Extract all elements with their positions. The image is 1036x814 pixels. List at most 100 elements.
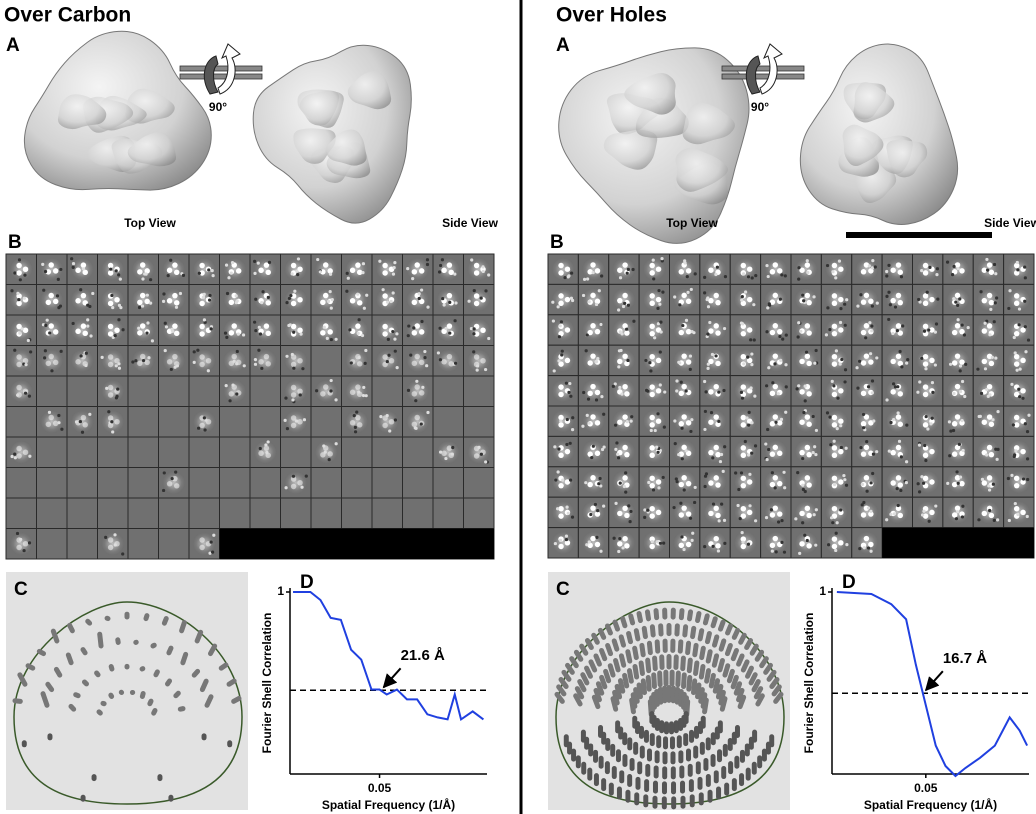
- view-count: [99, 712, 100, 713]
- noise: [297, 257, 300, 260]
- particle-lobe: [447, 354, 452, 359]
- particle-lobe: [81, 293, 86, 298]
- view-count: [636, 631, 638, 639]
- noise: [334, 338, 337, 341]
- class-cell: [128, 529, 159, 560]
- noise: [870, 481, 873, 484]
- noise: [741, 531, 744, 534]
- noise: [754, 444, 757, 447]
- view-count: [111, 695, 112, 696]
- noise: [771, 471, 774, 474]
- particle-lobe: [832, 324, 837, 329]
- page-body: {"panels": [ {"title": "Over Carbon", "p…: [0, 0, 1036, 814]
- noise: [765, 458, 768, 461]
- class-average: [643, 440, 666, 463]
- noise: [691, 539, 694, 542]
- class-cell: [464, 407, 495, 438]
- noise: [453, 273, 456, 276]
- noise: [207, 268, 210, 271]
- class-average: [734, 318, 757, 341]
- noise: [931, 381, 934, 384]
- particle-lobe: [656, 479, 661, 484]
- particle-lobe: [167, 481, 172, 486]
- noise: [362, 394, 365, 397]
- noise: [764, 442, 767, 445]
- view-count: [610, 666, 613, 675]
- particle-lobe: [987, 414, 992, 419]
- noise: [196, 349, 199, 352]
- noise: [571, 428, 574, 431]
- noise: [691, 532, 694, 535]
- particle-lobe: [350, 298, 355, 303]
- noise: [253, 272, 256, 275]
- noise: [1014, 351, 1017, 354]
- noise: [202, 296, 205, 299]
- particle-lobe: [48, 262, 53, 267]
- noise: [771, 550, 774, 553]
- angular-panel-bg: [6, 572, 248, 810]
- noise: [394, 418, 397, 421]
- noise: [618, 386, 621, 389]
- particle-lobe: [713, 506, 718, 511]
- particle-lobe: [108, 392, 113, 397]
- noise: [1017, 323, 1020, 326]
- particle-lobe: [929, 449, 934, 454]
- noise: [260, 367, 263, 370]
- particle-lobe: [679, 543, 684, 548]
- noise: [993, 519, 996, 522]
- particle-lobe: [137, 269, 142, 274]
- noise: [86, 325, 89, 328]
- noise: [918, 444, 921, 447]
- particle-lobe: [558, 392, 563, 397]
- particle-lobe: [679, 421, 684, 426]
- class-average: [612, 318, 635, 341]
- noise: [288, 297, 291, 300]
- noise: [347, 277, 350, 280]
- noise: [711, 353, 714, 356]
- particle-lobe: [923, 361, 928, 366]
- particle-lobe: [952, 451, 957, 456]
- class-cell: [159, 376, 190, 407]
- noise: [141, 277, 144, 280]
- noise: [869, 550, 872, 553]
- particle-lobe: [565, 266, 570, 271]
- particle-lobe: [890, 359, 895, 364]
- view-count: [722, 699, 725, 710]
- noise: [734, 471, 737, 474]
- noise: [920, 475, 923, 478]
- noise: [170, 368, 173, 371]
- noise: [286, 427, 289, 430]
- noise: [686, 275, 689, 278]
- noise: [1016, 369, 1019, 372]
- view-count: [728, 626, 731, 633]
- class-average: [345, 380, 368, 403]
- particle-lobe: [355, 415, 360, 420]
- noise: [583, 278, 586, 281]
- class-cell: [342, 437, 373, 468]
- noise: [996, 458, 999, 461]
- noise: [567, 275, 570, 278]
- noise: [924, 367, 927, 370]
- noise: [685, 319, 688, 322]
- noise: [627, 268, 630, 271]
- particle-lobe: [357, 422, 362, 427]
- particle-lobe: [649, 483, 654, 488]
- noise: [876, 301, 879, 304]
- noise: [834, 276, 837, 279]
- noise: [815, 349, 818, 352]
- particle-lobe: [265, 270, 270, 275]
- class-average: [552, 501, 575, 524]
- noise: [773, 362, 776, 365]
- particle-lobe: [357, 361, 362, 366]
- class-average: [673, 410, 696, 433]
- particle-lobe: [558, 513, 563, 518]
- noise: [1014, 502, 1017, 505]
- class-cell: [37, 468, 68, 499]
- noise: [996, 518, 999, 521]
- view-count: [39, 651, 43, 653]
- noise: [386, 414, 389, 417]
- noise: [748, 504, 751, 507]
- annotation-arrow: [926, 671, 943, 690]
- noise: [952, 429, 955, 432]
- noise: [601, 448, 604, 451]
